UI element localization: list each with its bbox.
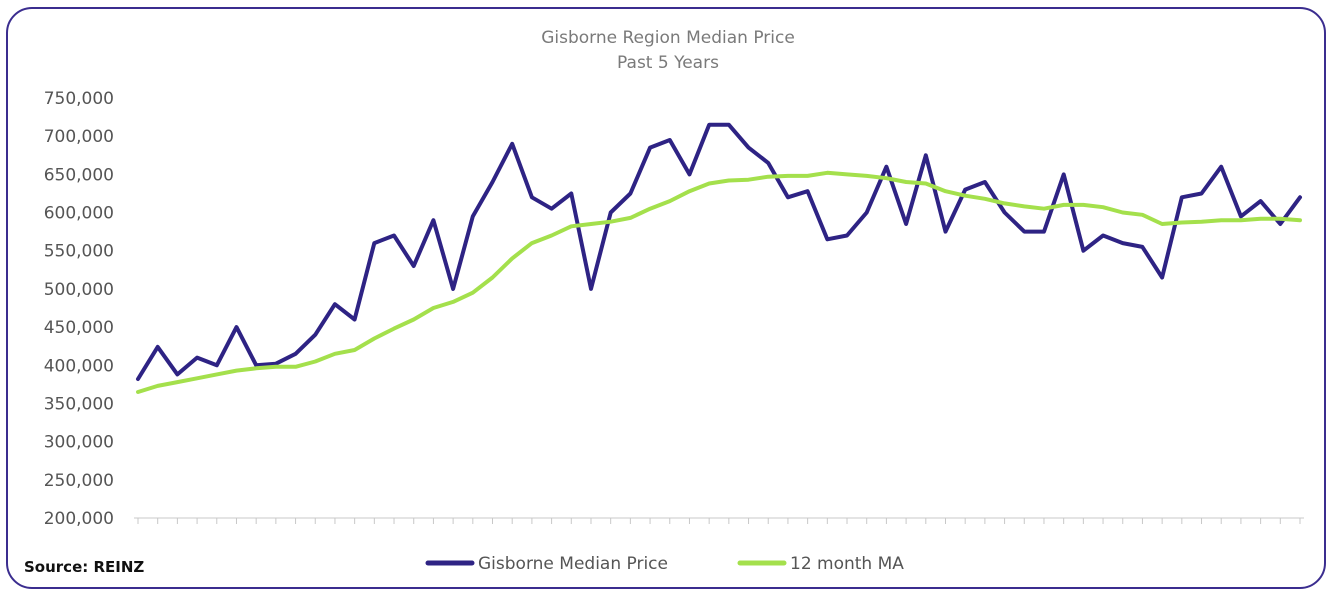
chart-subtitle: Past 5 Years [617, 53, 719, 73]
series-lines [136, 122, 1302, 394]
series-line-median-price [136, 122, 1302, 381]
y-tick-label: 250,000 [44, 471, 114, 491]
series-line-12-month-ma [136, 170, 1302, 394]
y-tick-label: 300,000 [44, 433, 114, 453]
chart-title: Gisborne Region Median Price [541, 28, 795, 48]
legend-label-12-month-ma: 12 month MA [790, 554, 904, 574]
y-tick-label: 700,000 [44, 127, 114, 147]
y-tick-label: 750,000 [44, 89, 114, 109]
chart-frame [6, 7, 1326, 589]
y-tick-label: 450,000 [44, 318, 114, 338]
y-tick-label: 600,000 [44, 204, 114, 224]
vertical-gridlines [137, 98, 1301, 518]
y-tick-label: 400,000 [44, 356, 114, 376]
legend-label-median-price: Gisborne Median Price [478, 554, 668, 574]
y-tick-label: 650,000 [44, 165, 114, 185]
y-tick-label: 200,000 [44, 509, 114, 529]
y-tick-label: 350,000 [44, 394, 114, 414]
source-note: Source: REINZ [24, 558, 145, 576]
legend: Gisborne Median Price 12 month MA [425, 554, 904, 574]
y-tick-label: 500,000 [44, 280, 114, 300]
y-axis: 750,000 700,000 650,000 600,000 550,000 500,0… [44, 89, 114, 529]
y-tick-label: 550,000 [44, 242, 114, 262]
x-axis [134, 517, 1304, 524]
